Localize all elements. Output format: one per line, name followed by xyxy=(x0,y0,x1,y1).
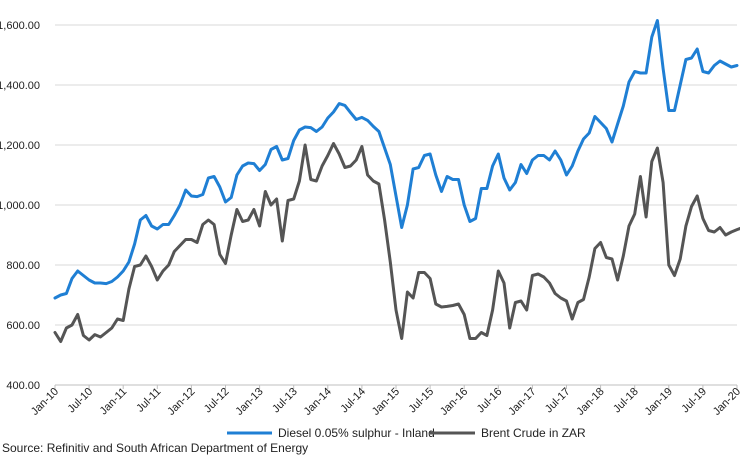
x-tick-label: Jan-12 xyxy=(165,386,197,418)
x-tick-label: Jul-17 xyxy=(543,386,573,416)
x-tick-label: Jul-10 xyxy=(66,386,96,416)
x-tick-label: Jul-16 xyxy=(475,386,505,416)
series-line-diesel xyxy=(53,19,739,300)
line-chart: 400.00 600.00 800.00 1,000.00 1,200.00 1,400.… xyxy=(0,19,740,440)
series-line-brent xyxy=(53,142,740,343)
x-tick-label: Jan-13 xyxy=(233,386,265,418)
x-tick-label: Jan-14 xyxy=(302,386,334,418)
series-lines xyxy=(53,19,740,343)
source-note: Source: Refinitiv and South African Depa… xyxy=(2,441,309,455)
x-tick-label: Jul-19 xyxy=(679,386,709,416)
x-tick-label: Jul-18 xyxy=(611,386,641,416)
x-tick-label: Jul-14 xyxy=(338,386,368,416)
y-tick-label: 800.00 xyxy=(6,260,40,272)
x-tick-label: Jul-12 xyxy=(202,386,232,416)
y-tick-label: 400.00 xyxy=(6,380,40,392)
x-tick-label: Jan-15 xyxy=(370,386,402,418)
y-tick-label: 1,600.00 xyxy=(0,20,40,32)
x-tick-label: Jan-20 xyxy=(711,386,740,418)
y-axis: 400.00 600.00 800.00 1,000.00 1,200.00 1,400.… xyxy=(0,20,40,392)
y-tick-label: 1,400.00 xyxy=(0,80,40,92)
legend: Diesel 0.05% sulphur - Inland Brent Crud… xyxy=(227,426,586,440)
y-tick-label: 1,200.00 xyxy=(0,140,40,152)
legend-label-diesel: Diesel 0.05% sulphur - Inland xyxy=(278,426,435,440)
x-tick-label: Jul-11 xyxy=(134,386,163,415)
legend-label-brent: Brent Crude in ZAR xyxy=(481,426,586,440)
x-tick-label: Jan-19 xyxy=(643,386,675,418)
x-tick-label: Jan-11 xyxy=(98,386,130,418)
y-tick-label: 600.00 xyxy=(6,320,40,332)
x-tick-label: Jul-13 xyxy=(270,386,300,416)
x-tick-label: Jan-18 xyxy=(574,386,606,418)
x-tick-label: Jul-15 xyxy=(407,386,437,416)
x-tick-label: Jan-17 xyxy=(506,386,538,418)
x-axis: Jan-10 Jul-10 Jan-11 Jul-11 Jan-12 Jul-12 Jan-… xyxy=(29,385,740,418)
x-tick-label: Jan-16 xyxy=(438,386,470,418)
y-tick-label: 1,000.00 xyxy=(0,200,40,212)
